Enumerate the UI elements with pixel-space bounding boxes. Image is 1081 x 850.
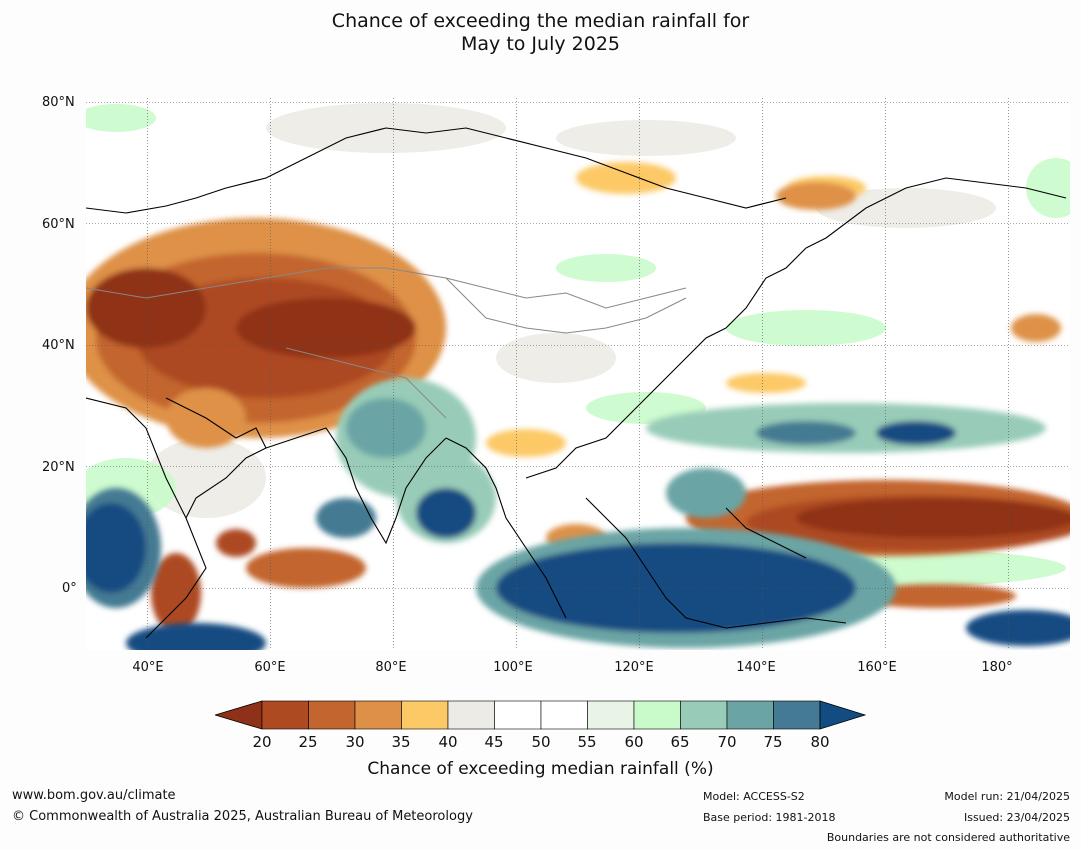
colorbar-title: Chance of exceeding median rainfall (%) — [367, 759, 714, 779]
base-period: Base period: 1981-2018 — [703, 811, 836, 824]
colorbar-tick-60: 60 — [624, 733, 644, 751]
lon-label-40e: 40°E — [132, 660, 164, 675]
colorbar-tick-55: 55 — [577, 733, 597, 751]
lon-label-140e: 140°E — [736, 660, 776, 675]
map-title-line1: Chance of exceeding the median rainfall … — [331, 10, 750, 32]
lat-label-60n: 60°N — [42, 217, 75, 232]
lat-label-80n: 80°N — [42, 95, 75, 110]
lon-label-80e: 80°E — [375, 660, 407, 675]
colorbar-segment-70 — [726, 700, 774, 730]
colorbar-tick-80: 80 — [810, 733, 830, 751]
colorbar-below-arrow — [215, 700, 263, 730]
colorbar-segment-75 — [773, 700, 821, 730]
colorbar-segment-45 — [494, 700, 542, 730]
colorbar-above-arrow — [819, 700, 867, 730]
lat-label-20n: 20°N — [42, 460, 75, 475]
colorbar-segment-25 — [308, 700, 356, 730]
wetter-areas — [86, 378, 1070, 650]
lon-label-60e: 60°E — [254, 660, 286, 675]
colorbar-segments — [261, 700, 821, 730]
colorbar-segment-55 — [587, 700, 635, 730]
colorbar-tick-25: 25 — [298, 733, 318, 751]
website-link[interactable]: www.bom.gov.au/climate — [12, 788, 176, 803]
lon-label-120e: 120°E — [614, 660, 654, 675]
colorbar-segment-60 — [633, 700, 681, 730]
lon-label-180: 180° — [981, 660, 1013, 675]
lon-label-160e: 160°E — [857, 660, 897, 675]
model-name: Model: ACCESS-S2 — [703, 790, 805, 803]
colorbar-tick-50: 50 — [531, 733, 551, 751]
colorbar-segment-50 — [540, 700, 588, 730]
colorbar-segment-35 — [401, 700, 449, 730]
colorbar-tick-30: 30 — [345, 733, 365, 751]
colorbar — [215, 700, 867, 730]
colorbar-tick-70: 70 — [717, 733, 737, 751]
colorbar-tick-20: 20 — [252, 733, 272, 751]
map-title-line2: May to July 2025 — [461, 33, 620, 55]
lat-label-40n: 40°N — [42, 338, 75, 353]
colorbar-tick-35: 35 — [391, 733, 411, 751]
lat-label-equator: 0° — [62, 581, 77, 596]
model-run-date: Model run: 21/04/2025 — [944, 790, 1070, 803]
colorbar-segment-20 — [261, 700, 309, 730]
colorbar-segment-40 — [447, 700, 495, 730]
copyright-text: © Commonwealth of Australia 2025, Austra… — [12, 809, 473, 824]
country-boundaries — [86, 267, 687, 419]
drier-areas — [86, 162, 1070, 633]
coastlines — [86, 127, 1067, 639]
colorbar-segment-65 — [680, 700, 728, 730]
gridlines — [86, 98, 1070, 650]
rainfall-probability-map — [86, 98, 1070, 650]
issued-date: Issued: 23/04/2025 — [963, 811, 1070, 824]
boundaries-disclaimer: Boundaries are not considered authoritat… — [826, 831, 1070, 844]
lon-label-100e: 100°E — [493, 660, 533, 675]
colorbar-segment-30 — [354, 700, 402, 730]
colorbar-tick-65: 65 — [670, 733, 690, 751]
colorbar-tick-45: 45 — [484, 733, 504, 751]
colorbar-tick-75: 75 — [763, 733, 783, 751]
colorbar-tick-40: 40 — [438, 733, 458, 751]
